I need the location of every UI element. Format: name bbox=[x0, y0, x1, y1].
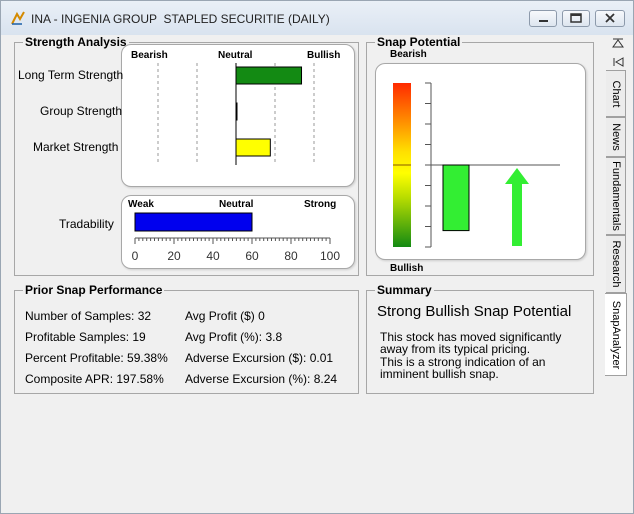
tradability-tick-label: 40 bbox=[206, 249, 220, 263]
minimize-icon bbox=[539, 20, 548, 22]
tab-news[interactable]: News bbox=[606, 117, 626, 157]
title-bar: INA - INGENIA GROUP STAPLED SECURITIE (D… bbox=[1, 1, 633, 35]
summary-group: Summary bbox=[366, 284, 594, 394]
stat-adverse-excursion-percent: Adverse Excursion (%): 8.24 bbox=[185, 372, 338, 386]
strength-bar-2 bbox=[235, 138, 271, 157]
tradability-panel: 0 20 40 60 80 100 Weak Neutral Strong bbox=[121, 195, 355, 269]
collapse-up-icon[interactable] bbox=[611, 37, 625, 49]
window-title: INA - INGENIA GROUP STAPLED SECURITIE (D… bbox=[31, 12, 330, 26]
summary-body-line-1: This stock has moved significantly bbox=[380, 330, 562, 344]
tab-fundamentals[interactable]: Fundamentals bbox=[606, 157, 626, 235]
app-icon bbox=[11, 11, 25, 25]
strength-bar-0 bbox=[235, 66, 303, 85]
bearish-header: Bearish bbox=[131, 50, 168, 61]
tradability-tick-label: 20 bbox=[167, 249, 181, 263]
restore-button[interactable] bbox=[562, 10, 590, 27]
tradability-tick-label: 60 bbox=[245, 249, 259, 263]
strength-chart bbox=[157, 63, 315, 165]
tradability-tick-label: 100 bbox=[320, 249, 340, 263]
strength-bar-1 bbox=[235, 102, 238, 121]
tradability-tick-label: 0 bbox=[132, 249, 139, 263]
bullish-header: Bullish bbox=[307, 50, 341, 61]
close-icon bbox=[605, 13, 615, 23]
snap-up-arrow bbox=[505, 168, 529, 246]
summary-headline: Strong Bullish Snap Potential bbox=[377, 303, 572, 320]
tab-research[interactable]: Research bbox=[606, 235, 626, 293]
snap-bar bbox=[442, 164, 470, 232]
stat-composite-apr: Composite APR: 197.58% bbox=[25, 372, 164, 386]
summary-body-line-2: away from its typical pricing. bbox=[380, 342, 531, 356]
tab-news-label: News bbox=[609, 123, 622, 151]
stat-number-of-samples: Number of Samples: 32 bbox=[25, 309, 152, 323]
tradability-neutral-label: Neutral bbox=[219, 199, 254, 210]
tradability-label: Tradability bbox=[59, 217, 114, 231]
stat-avg-profit-percent: Avg Profit (%): 3.8 bbox=[185, 330, 283, 344]
stat-percent-profitable: Percent Profitable: 59.38% bbox=[25, 351, 168, 365]
strong-label: Strong bbox=[304, 199, 337, 210]
snap-chart-panel bbox=[375, 63, 586, 260]
summary-body-line-4: imminent bullish snap. bbox=[380, 367, 499, 381]
strength-chart-panel: Bearish Neutral Bullish bbox=[121, 44, 355, 187]
market-strength-label: Market Strength bbox=[33, 140, 119, 154]
tradability-bar bbox=[134, 212, 253, 232]
stat-profitable-samples: Profitable Samples: 19 bbox=[25, 330, 146, 344]
snap-bearish-label: Bearish bbox=[390, 49, 427, 60]
neutral-header: Neutral bbox=[218, 50, 253, 61]
group-strength-label: Group Strength bbox=[40, 104, 123, 118]
tradability-chart: 0 20 40 60 80 100 bbox=[132, 212, 340, 263]
stat-adverse-excursion-dollar: Adverse Excursion ($): 0.01 bbox=[185, 351, 334, 365]
prior-snap-performance-group: Prior Snap Performance bbox=[14, 284, 359, 394]
summary-body-line-3: This is a strong indication of an bbox=[380, 355, 546, 369]
restore-icon bbox=[570, 13, 582, 23]
snap-bullish-label: Bullish bbox=[390, 263, 424, 274]
close-button[interactable] bbox=[595, 10, 625, 27]
prior-snap-title: Prior Snap Performance bbox=[23, 283, 165, 297]
strength-analysis-title: Strength Analysis bbox=[23, 35, 129, 49]
tab-chart-label: Chart bbox=[609, 80, 622, 107]
long-term-strength-label: Long Term Strength bbox=[18, 68, 124, 82]
snap-potential-group: Snap Potential bbox=[366, 36, 594, 276]
snap-chart bbox=[393, 82, 560, 248]
scroll-left-icon[interactable] bbox=[612, 56, 626, 68]
tab-fundamentals-label: Fundamentals bbox=[609, 161, 622, 231]
strength-analysis-group: Strength Analysis bbox=[14, 36, 359, 276]
summary-title: Summary bbox=[375, 283, 434, 297]
weak-label: Weak bbox=[128, 199, 154, 210]
tradability-tick-label: 80 bbox=[284, 249, 298, 263]
tab-snapanalyzer[interactable]: SnapAnalyzer bbox=[605, 293, 627, 376]
snap-potential-title: Snap Potential bbox=[375, 35, 463, 49]
stat-avg-profit-dollar: Avg Profit ($) 0 bbox=[185, 309, 265, 323]
tab-snapanalyzer-label: SnapAnalyzer bbox=[609, 300, 622, 369]
tab-chart[interactable]: Chart bbox=[606, 70, 626, 117]
tab-research-label: Research bbox=[609, 240, 622, 288]
minimize-button[interactable] bbox=[529, 10, 557, 27]
